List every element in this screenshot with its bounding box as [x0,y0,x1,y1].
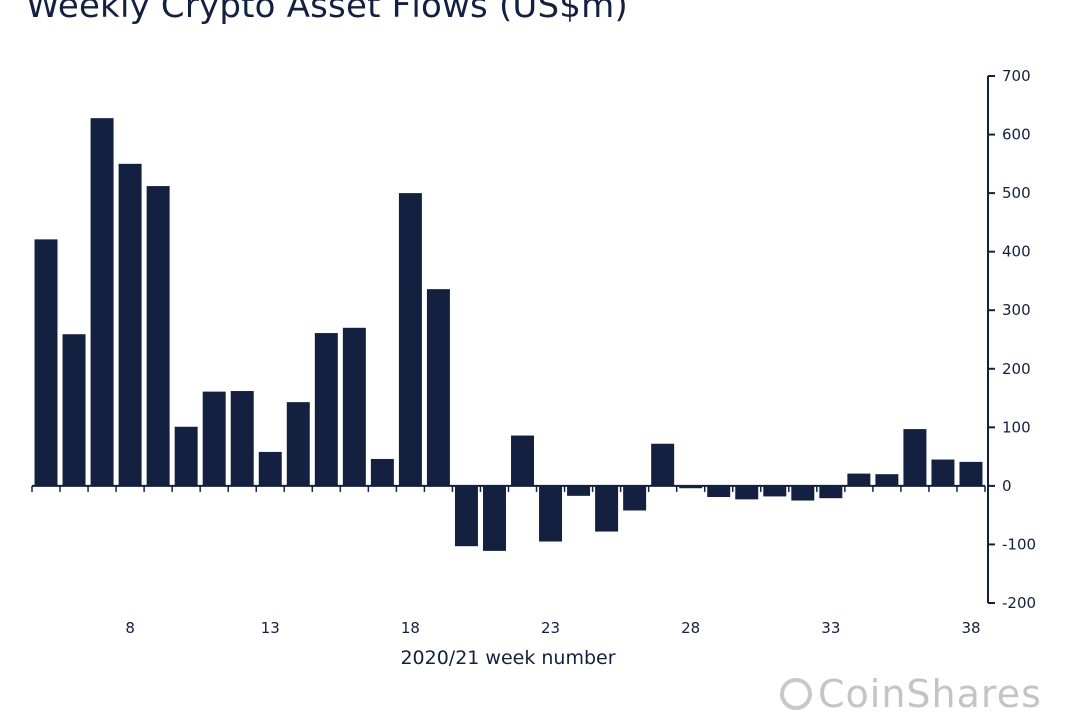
x-tick-label-28: 28 [681,619,700,637]
bar-week-26 [623,485,647,511]
bar-week-10 [174,426,198,486]
x-tick-label-33: 33 [821,619,840,637]
bar-week-9 [146,186,170,486]
x-tick-label-8: 8 [125,619,135,637]
x-axis-title: 2020/21 week number [400,647,615,669]
x-tick-label-18: 18 [401,619,420,637]
bar-week-19 [426,289,450,486]
bar-week-30 [735,485,759,500]
coinshares-logo: CoinShares [780,672,1042,716]
chart-title: Weekly Crypto Asset Flows (US$m) [26,0,628,26]
x-tick-label-13: 13 [261,619,280,637]
bar-week-22 [511,435,534,486]
bar-week-23 [539,485,563,542]
y-axis: 700 600 500 400 300 200 100 0 -100 -200 [987,67,1036,612]
x-tick-label-38: 38 [961,619,980,637]
y-tick-label-400: 400 [1002,243,1031,261]
bar-week-28 [679,485,703,489]
bar-week-31 [763,485,787,497]
bar-week-13 [258,451,282,486]
y-tick-label-0: 0 [1002,477,1012,495]
x-tick-label-23: 23 [541,619,560,637]
bar-week-33 [819,485,843,499]
bar-week-18 [398,193,422,486]
bar-week-37 [931,459,955,486]
y-tick-label-700: 700 [1002,67,1031,85]
y-tick-label-300: 300 [1002,301,1031,319]
bar-week-35 [875,474,899,486]
y-tick-label-200: 200 [1002,360,1031,378]
y-tick-label-600: 600 [1002,126,1031,144]
bars-group [34,118,983,551]
bar-week-32 [791,485,815,501]
bar-week-7 [90,118,114,486]
bar-week-24 [567,485,591,496]
bar-week-21 [482,485,506,551]
bar-week-15 [314,333,338,486]
bar-week-6 [62,334,86,486]
y-tick-label--100: -100 [1002,535,1036,553]
bar-week-14 [286,402,310,486]
bar-week-34 [847,473,871,486]
bar-week-36 [903,429,927,486]
bar-week-38 [959,461,983,486]
y-tick-label--200: -200 [1002,594,1036,612]
y-tick-label-100: 100 [1002,418,1031,436]
bar-week-29 [707,485,731,498]
bar-week-16 [342,327,366,486]
brand-name: CoinShares [818,672,1042,716]
bar-week-25 [595,485,619,532]
bar-week-20 [454,485,478,547]
bar-week-8 [118,163,142,486]
bar-week-5 [34,239,58,486]
x-axis: 8 13 18 23 28 33 38 [31,484,986,637]
y-tick-label-500: 500 [1002,184,1031,202]
coinshares-logo-icon [780,678,812,710]
bar-week-17 [370,458,394,486]
bar-week-27 [651,443,675,486]
bar-week-12 [230,391,254,486]
bar-week-11 [202,391,226,486]
